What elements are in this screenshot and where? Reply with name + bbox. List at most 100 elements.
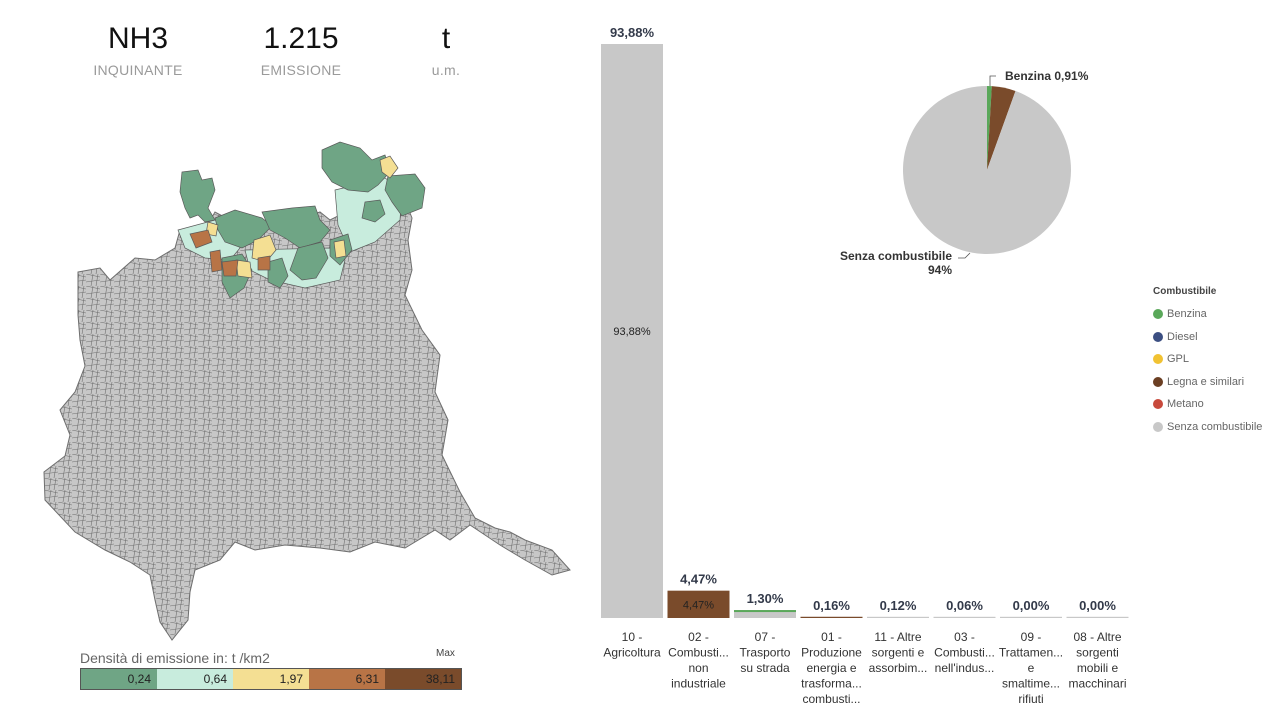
bar-7[interactable] [1066,616,1129,618]
fuel-legend-label-3: Legna e similari [1167,375,1245,388]
kpi-pollutant: NH3 INQUINANTE [58,20,218,78]
kpi-unit: t u.m. [366,20,526,78]
kpi-unit-label: u.m. [431,62,461,78]
map-bin-1-97-area-4 [379,155,399,179]
bar-category-label-2-2: su strada [740,661,790,675]
fuel-legend: Combustibile Benzina Diesel GPL Legna e sim… [1153,286,1262,438]
bar-value-label-5: 0,06% [946,598,983,613]
bar-category-label-5-2: nell'indus... [935,661,995,675]
map-bin-0-24-area-4 [321,141,391,193]
fuel-legend-dot-1 [1153,331,1163,342]
kpi-emission-value: 1.215 [263,22,339,55]
map-legend-bin-2: 0,64 [157,669,233,689]
map-legend-title: Densità di emissione in: t /km2 [80,650,270,666]
bar-value-label-1: 4,47% [680,572,717,587]
fuel-legend-item-2[interactable]: GPL [1153,348,1262,371]
fuel-legend-item-4[interactable]: Metano [1153,393,1262,416]
map-bin-1-97-area-5 [333,239,347,259]
bar-inner-label-1: 4,47% [683,599,714,611]
bar-value-label-6: 0,00% [1013,598,1050,613]
map-bin-0-24-area-9 [289,241,329,281]
map-legend-max-label: Max [436,648,455,659]
kpi-emission-label: EMISSIONE [260,62,342,78]
bar-4[interactable] [867,616,929,618]
map-bin-0-24-area-3 [261,205,331,249]
fuel-legend-dot-3 [1153,376,1163,387]
fuel-legend-item-1[interactable]: Diesel [1153,326,1262,349]
bar-category-label-7-2: mobili e [1077,661,1119,675]
bar-stripe-2 [734,610,796,613]
bar-category-label-6-2: e [1028,661,1035,675]
fuel-legend-label-0: Benzina [1167,308,1207,321]
map-bin-0-24-area-1 [179,169,216,223]
fuel-legend-item-5[interactable]: Senza combustibile [1153,416,1262,439]
bar-category-label-7-1: sorgenti [1076,646,1119,660]
bar-value-label-0: 93,88% [610,25,655,40]
map-legend-bin-1: 0,24 [81,669,157,689]
pie-slice-2[interactable] [903,86,1071,254]
bar-value-label-2: 1,30% [747,591,784,606]
fuel-legend-label-2: GPL [1167,353,1190,366]
fuel-legend-label-1: Diesel [1167,330,1198,343]
bar-1[interactable] [667,590,730,618]
bar-category-label-4-0: 11 - Altre [874,630,921,644]
bar-0[interactable] [601,44,663,618]
bar-category-label-5-0: 03 - [954,630,975,644]
bar-stripe-3 [800,616,863,618]
pie-leader-line-1 [958,252,971,259]
bar-value-label-4: 0,12% [880,598,917,613]
map-legend-bin-5: 38,11 [385,669,461,689]
map-bin-6-31-area-4 [257,255,271,271]
bar-category-label-0-1: Agricoltura [603,646,661,660]
bar-category-label-3-0: 01 - [821,630,842,644]
bar-category-label-2-1: Trasporto [740,646,791,660]
fuel-legend-item-3[interactable]: Legna e similari [1153,371,1262,394]
bar-category-label-7-3: macchinari [1068,677,1126,691]
bar-category-label-3-1: Produzione [801,646,862,660]
kpi-pollutant-value: NH3 [107,22,168,55]
map-bin-6-31-area-3 [221,259,239,277]
bar-category-label-3-2: energia e [806,661,856,675]
sector-bar-chart: 93,88% 93,88% 10 - Agricoltura 4,47% 4,47% 02 … [601,25,1129,706]
bar-2[interactable] [734,610,796,618]
map-bin-0-24-area-6 [361,199,386,223]
map-legend-bin-4: 6,31 [309,669,385,689]
bar-category-label-6-0: 09 - [1021,630,1042,644]
pie-annotation-1: Senza combustibile [840,249,952,263]
pie-slice-1[interactable] [987,86,1016,170]
bar-category-label-3-3: trasforma... [801,677,862,691]
bar-5[interactable] [933,616,996,618]
fuel-legend-label-5: Senza combustibile [1167,420,1263,433]
bar-category-label-5-1: Combusti... [934,646,995,660]
fuel-legend-label-4: Metano [1167,398,1204,411]
fuel-legend-item-0[interactable]: Benzina [1153,303,1262,326]
pie-annotation-0: Benzina 0,91% [1005,69,1089,83]
fuel-legend-dot-4 [1153,399,1163,410]
fuel-legend-dot-0 [1153,309,1163,320]
fuel-legend-title: Combustibile [1153,286,1217,297]
map-bin-1-97-area-2 [251,234,277,263]
kpi-unit-value: t [441,22,451,55]
bar-category-label-2-0: 07 - [755,630,776,644]
map-legend-bar: 0,24 0,64 1,97 6,31 38,11 [80,668,462,690]
bar-inner-label-0: 93,88% [613,326,651,338]
choropleth-map[interactable] [30,130,575,645]
pie-leader-line-0 [989,75,996,86]
bar-category-label-6-4: rifiuti [1018,692,1043,706]
kpi-emission: 1.215 EMISSIONE [221,20,381,78]
bar-6[interactable] [1000,616,1062,618]
bar-category-label-1-0: 02 - [688,630,709,644]
pie-slice-0[interactable] [987,86,992,170]
pie-annotation-1-sub: 94% [928,263,952,277]
fuel-legend-dot-5 [1153,421,1163,432]
bar-category-label-4-1: sorgenti e [872,646,925,660]
bar-category-label-3-4: combusti... [802,692,860,706]
bar-value-label-3: 0,16% [813,598,850,613]
bar-value-label-7: 0,00% [1079,598,1116,613]
map-legend-bin-3: 1,97 [233,669,309,689]
bar-category-label-4-2: assorbim... [869,661,928,675]
map-bin-0-24-area-5 [384,173,426,217]
map-bin-6-31-area-2 [209,249,223,273]
bar-category-label-1-2: non [688,661,708,675]
bar-category-label-0-0: 10 - [622,630,643,644]
